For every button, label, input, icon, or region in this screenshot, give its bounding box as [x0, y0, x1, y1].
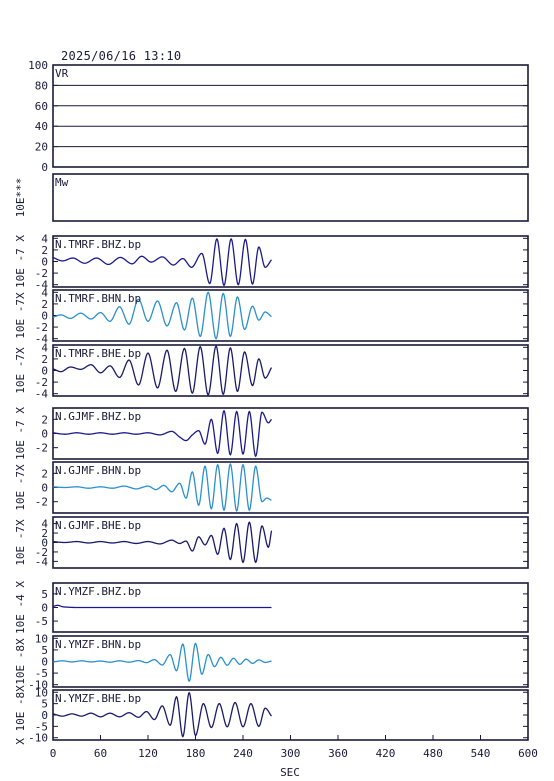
x-tick-label: 0: [50, 747, 57, 760]
y-tick-label-tmrf-bhz: -2: [35, 267, 48, 280]
y-tick-label-tmrf-bhz: 4: [41, 232, 48, 245]
y-tick-label-ymzf-bhe: 0: [41, 709, 48, 722]
waveform-gjmf-bhz: [52, 409, 273, 458]
y-axis-label-ymzf-bhz: 10E -4 X: [14, 581, 27, 634]
waveform-ymzf-bhz: [52, 604, 272, 609]
y-tick-label-gjmf-bhz: 0: [41, 428, 48, 441]
waveform-gjmf-bhn: [52, 463, 272, 512]
x-tick-label: 600: [518, 747, 538, 760]
y-axis-label-gjmf-bhe: 10E -7X: [14, 519, 27, 566]
y-tick-label-tmrf-bhe: -4: [35, 388, 49, 401]
panel-label-ymzf-bhn: N.YMZF.BHN.bp: [55, 638, 141, 651]
y-tick-label-tmrf-bhn: -2: [35, 321, 48, 334]
y-tick-label-ymzf-bhn: 10: [35, 632, 48, 645]
y-tick-label-gjmf-bhe: -4: [35, 555, 49, 568]
y-tick-label-gjmf-bhn: 2: [41, 467, 48, 480]
y-tick-label-tmrf-bhe: 2: [41, 353, 48, 366]
x-tick-label: 240: [233, 747, 253, 760]
y-tick-label-ymzf-bhn: 0: [41, 656, 48, 669]
y-tick-label-ymzf-bhn: -5: [35, 667, 48, 680]
y-tick-label-gjmf-bhe: -2: [35, 546, 48, 559]
panel-label-ymzf-bhz: N.YMZF.BHZ.bp: [55, 585, 141, 598]
y-tick-label-vr: 20: [35, 141, 48, 154]
panel-frame-mw: [52, 173, 529, 222]
y-tick-label-ymzf-bhe: -10: [28, 732, 48, 745]
panel-label-tmrf-bhn: N.TMRF.BHN.bp: [55, 292, 141, 305]
y-tick-label-tmrf-bhe: 4: [41, 341, 48, 354]
x-tick-label: 360: [328, 747, 348, 760]
panel-label-ymzf-bhe: N.YMZF.BHE.bp: [55, 692, 141, 705]
y-tick-label-ymzf-bhe: 10: [35, 686, 48, 699]
y-axis-label-tmrf-bhe: 10E -7X: [14, 347, 27, 394]
panel-label-vr: VR: [55, 67, 69, 80]
y-tick-label-gjmf-bhz: -2: [35, 442, 48, 455]
panel-label-tmrf-bhz: N.TMRF.BHZ.bp: [55, 238, 141, 251]
y-tick-label-ymzf-bhn: -10: [28, 679, 48, 692]
waveform-ymzf-bhn: [52, 642, 272, 683]
y-tick-label-ymzf-bhz: -5: [35, 615, 48, 628]
y-axis-label-mw: 10E***: [14, 178, 27, 218]
y-tick-label-vr: 60: [35, 100, 48, 113]
y-axis-label-ymzf-bhn: 10E -8X: [14, 638, 27, 685]
waveform-gjmf-bhe: [52, 521, 273, 564]
waveform-ymzf-bhe: [52, 691, 273, 738]
y-axis-label-gjmf-bhz: 10E -7 X: [14, 407, 27, 460]
y-tick-label-vr: 100: [28, 59, 48, 72]
x-axis-label: SEC: [280, 766, 300, 779]
y-tick-label-tmrf-bhe: -2: [35, 376, 48, 389]
y-tick-label-gjmf-bhe: 4: [41, 518, 48, 531]
panel-label-gjmf-bhe: N.GJMF.BHE.bp: [55, 519, 141, 532]
plot-timestamp: 2025/06/16 13:10: [61, 49, 182, 63]
waveform-tmrf-bhz: [52, 237, 273, 287]
y-axis-label-ymzf-bhe: X 10E -8X: [14, 685, 27, 745]
panel-label-tmrf-bhe: N.TMRF.BHE.bp: [55, 347, 141, 360]
y-tick-label-ymzf-bhe: -5: [35, 720, 48, 733]
y-tick-label-ymzf-bhn: 5: [41, 644, 48, 657]
y-tick-label-gjmf-bhe: 0: [41, 537, 48, 550]
x-tick-label: 120: [138, 747, 158, 760]
y-tick-label-ymzf-bhz: 0: [41, 602, 48, 615]
y-tick-label-tmrf-bhn: 2: [41, 298, 48, 311]
panel-label-mw: Mw: [55, 176, 69, 189]
x-tick-label: 480: [423, 747, 443, 760]
y-tick-label-gjmf-bhe: 2: [41, 527, 48, 540]
panel-label-gjmf-bhn: N.GJMF.BHN.bp: [55, 464, 141, 477]
y-tick-label-vr: 40: [35, 120, 48, 133]
y-tick-label-tmrf-bhn: 4: [41, 286, 48, 299]
y-tick-label-tmrf-bhn: 0: [41, 310, 48, 323]
y-tick-label-vr: 0: [41, 161, 48, 174]
y-tick-label-tmrf-bhz: 0: [41, 256, 48, 269]
panel-label-gjmf-bhz: N.GJMF.BHZ.bp: [55, 410, 141, 423]
y-tick-label-ymzf-bhz: 5: [41, 588, 48, 601]
x-tick-label: 420: [376, 747, 396, 760]
x-tick-label: 60: [94, 747, 107, 760]
y-tick-label-vr: 80: [35, 79, 48, 92]
y-tick-label-tmrf-bhz: -4: [35, 279, 49, 292]
x-tick-label: 540: [471, 747, 491, 760]
y-tick-label-gjmf-bhn: -2: [35, 496, 48, 509]
y-tick-label-tmrf-bhz: 2: [41, 244, 48, 257]
y-tick-label-ymzf-bhe: 5: [41, 698, 48, 711]
x-tick-label: 180: [186, 747, 206, 760]
y-axis-label-tmrf-bhz: 10E -7 X: [14, 235, 27, 288]
panel-frame-vr: [52, 64, 529, 168]
y-tick-label-tmrf-bhe: 0: [41, 365, 48, 378]
waveform-tmrf-bhe: [52, 345, 273, 396]
y-tick-label-gjmf-bhz: 2: [41, 413, 48, 426]
waveform-tmrf-bhn: [52, 291, 272, 340]
y-tick-label-gjmf-bhn: 0: [41, 482, 48, 495]
y-axis-label-gjmf-bhn: 10E -7X: [14, 464, 27, 511]
y-tick-label-tmrf-bhn: -4: [35, 333, 49, 346]
x-tick-label: 300: [281, 747, 301, 760]
y-axis-label-tmrf-bhn: 10E -7X: [14, 292, 27, 339]
